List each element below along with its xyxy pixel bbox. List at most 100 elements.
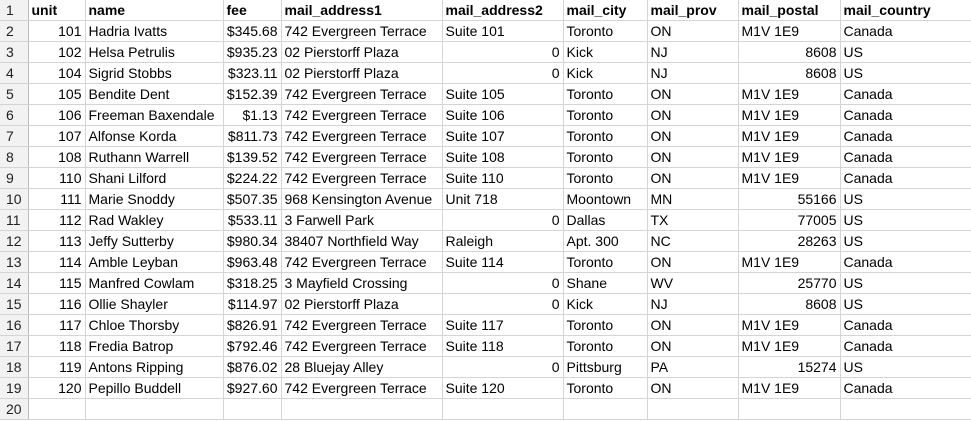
- empty-cell[interactable]: [563, 398, 648, 420]
- row-header[interactable]: 15: [0, 293, 29, 315]
- cell-mail-prov[interactable]: ON: [647, 83, 739, 105]
- cell-mail-country[interactable]: Canada: [840, 167, 971, 189]
- cell-name[interactable]: Jeffy Sutterby: [85, 230, 224, 252]
- cell-mail-postal[interactable]: M1V 1E9: [738, 377, 841, 399]
- cell-name[interactable]: Pepillo Buddell: [85, 377, 224, 399]
- cell-fee[interactable]: $927.60: [223, 377, 282, 399]
- cell-mail-address2[interactable]: Raleigh: [442, 230, 564, 252]
- cell-mail-city[interactable]: Kick: [563, 293, 648, 315]
- cell-mail-postal[interactable]: M1V 1E9: [738, 167, 841, 189]
- cell-unit[interactable]: 107: [28, 125, 86, 147]
- cell-fee[interactable]: $345.68: [223, 20, 282, 42]
- cell-mail-country[interactable]: Canada: [840, 377, 971, 399]
- cell-mail-prov[interactable]: TX: [647, 209, 739, 231]
- column-header-mail-country[interactable]: mail_country: [840, 0, 971, 21]
- cell-name[interactable]: Rad Wakley: [85, 209, 224, 231]
- cell-mail-postal[interactable]: M1V 1E9: [738, 146, 841, 168]
- cell-fee[interactable]: $318.25: [223, 272, 282, 294]
- cell-mail-address1[interactable]: 742 Evergreen Terrace: [281, 146, 443, 168]
- empty-cell[interactable]: [85, 398, 224, 420]
- column-header-mail-prov[interactable]: mail_prov: [647, 0, 739, 21]
- cell-mail-city[interactable]: Toronto: [563, 125, 648, 147]
- cell-unit[interactable]: 104: [28, 62, 86, 84]
- cell-mail-postal[interactable]: M1V 1E9: [738, 335, 841, 357]
- empty-cell[interactable]: [223, 398, 282, 420]
- cell-unit[interactable]: 119: [28, 356, 86, 378]
- cell-mail-address2[interactable]: 0: [442, 272, 564, 294]
- cell-mail-postal[interactable]: 8608: [738, 62, 841, 84]
- row-header[interactable]: 9: [0, 167, 29, 189]
- cell-mail-address2[interactable]: Suite 105: [442, 83, 564, 105]
- cell-fee[interactable]: $963.48: [223, 251, 282, 273]
- empty-cell[interactable]: [738, 398, 841, 420]
- cell-fee[interactable]: $114.97: [223, 293, 282, 315]
- cell-mail-city[interactable]: Toronto: [563, 377, 648, 399]
- cell-name[interactable]: Ruthann Warrell: [85, 146, 224, 168]
- cell-mail-address1[interactable]: 742 Evergreen Terrace: [281, 251, 443, 273]
- row-header[interactable]: 14: [0, 272, 29, 294]
- cell-mail-address2[interactable]: Suite 107: [442, 125, 564, 147]
- cell-mail-postal[interactable]: M1V 1E9: [738, 83, 841, 105]
- cell-mail-address1[interactable]: 742 Evergreen Terrace: [281, 377, 443, 399]
- cell-mail-address1[interactable]: 3 Mayfield Crossing: [281, 272, 443, 294]
- cell-mail-address1[interactable]: 742 Evergreen Terrace: [281, 104, 443, 126]
- cell-unit[interactable]: 105: [28, 83, 86, 105]
- cell-fee[interactable]: $152.39: [223, 83, 282, 105]
- cell-mail-country[interactable]: US: [840, 209, 971, 231]
- cell-mail-postal[interactable]: M1V 1E9: [738, 314, 841, 336]
- cell-mail-address2[interactable]: 0: [442, 293, 564, 315]
- cell-mail-city[interactable]: Shane: [563, 272, 648, 294]
- row-header[interactable]: 20: [0, 398, 29, 420]
- cell-unit[interactable]: 112: [28, 209, 86, 231]
- cell-fee[interactable]: $323.11: [223, 62, 282, 84]
- cell-mail-address2[interactable]: Suite 114: [442, 251, 564, 273]
- cell-fee[interactable]: $507.35: [223, 188, 282, 210]
- cell-fee[interactable]: $1.13: [223, 104, 282, 126]
- row-header[interactable]: 2: [0, 20, 29, 42]
- cell-mail-city[interactable]: Kick: [563, 41, 648, 63]
- cell-mail-address2[interactable]: Suite 120: [442, 377, 564, 399]
- cell-unit[interactable]: 120: [28, 377, 86, 399]
- cell-unit[interactable]: 114: [28, 251, 86, 273]
- row-header[interactable]: 19: [0, 377, 29, 399]
- cell-name[interactable]: Helsa Petrulis: [85, 41, 224, 63]
- empty-cell[interactable]: [840, 398, 971, 420]
- cell-mail-prov[interactable]: ON: [647, 377, 739, 399]
- cell-unit[interactable]: 117: [28, 314, 86, 336]
- cell-mail-address2[interactable]: Suite 106: [442, 104, 564, 126]
- cell-mail-postal[interactable]: 8608: [738, 41, 841, 63]
- cell-mail-city[interactable]: Toronto: [563, 167, 648, 189]
- cell-mail-prov[interactable]: PA: [647, 356, 739, 378]
- cell-mail-address2[interactable]: Suite 110: [442, 167, 564, 189]
- cell-mail-prov[interactable]: MN: [647, 188, 739, 210]
- cell-fee[interactable]: $224.22: [223, 167, 282, 189]
- cell-unit[interactable]: 106: [28, 104, 86, 126]
- row-header[interactable]: 7: [0, 125, 29, 147]
- cell-fee[interactable]: $980.34: [223, 230, 282, 252]
- cell-mail-prov[interactable]: NJ: [647, 41, 739, 63]
- column-header-fee[interactable]: fee: [223, 0, 282, 21]
- row-header[interactable]: 13: [0, 251, 29, 273]
- cell-mail-country[interactable]: US: [840, 356, 971, 378]
- cell-name[interactable]: Marie Snoddy: [85, 188, 224, 210]
- empty-cell[interactable]: [442, 398, 564, 420]
- column-header-mail-city[interactable]: mail_city: [563, 0, 648, 21]
- cell-mail-city[interactable]: Toronto: [563, 335, 648, 357]
- cell-unit[interactable]: 113: [28, 230, 86, 252]
- cell-mail-postal[interactable]: 8608: [738, 293, 841, 315]
- cell-mail-address2[interactable]: Unit 718: [442, 188, 564, 210]
- cell-mail-postal[interactable]: M1V 1E9: [738, 104, 841, 126]
- cell-mail-city[interactable]: Toronto: [563, 20, 648, 42]
- cell-name[interactable]: Sigrid Stobbs: [85, 62, 224, 84]
- cell-mail-prov[interactable]: ON: [647, 125, 739, 147]
- cell-name[interactable]: Antons Ripping: [85, 356, 224, 378]
- cell-mail-address2[interactable]: Suite 101: [442, 20, 564, 42]
- cell-mail-address2[interactable]: Suite 118: [442, 335, 564, 357]
- cell-name[interactable]: Manfred Cowlam: [85, 272, 224, 294]
- cell-mail-country[interactable]: Canada: [840, 83, 971, 105]
- cell-mail-prov[interactable]: ON: [647, 146, 739, 168]
- cell-mail-city[interactable]: Toronto: [563, 146, 648, 168]
- cell-mail-prov[interactable]: NJ: [647, 62, 739, 84]
- cell-mail-address1[interactable]: 02 Pierstorff Plaza: [281, 62, 443, 84]
- cell-mail-country[interactable]: US: [840, 188, 971, 210]
